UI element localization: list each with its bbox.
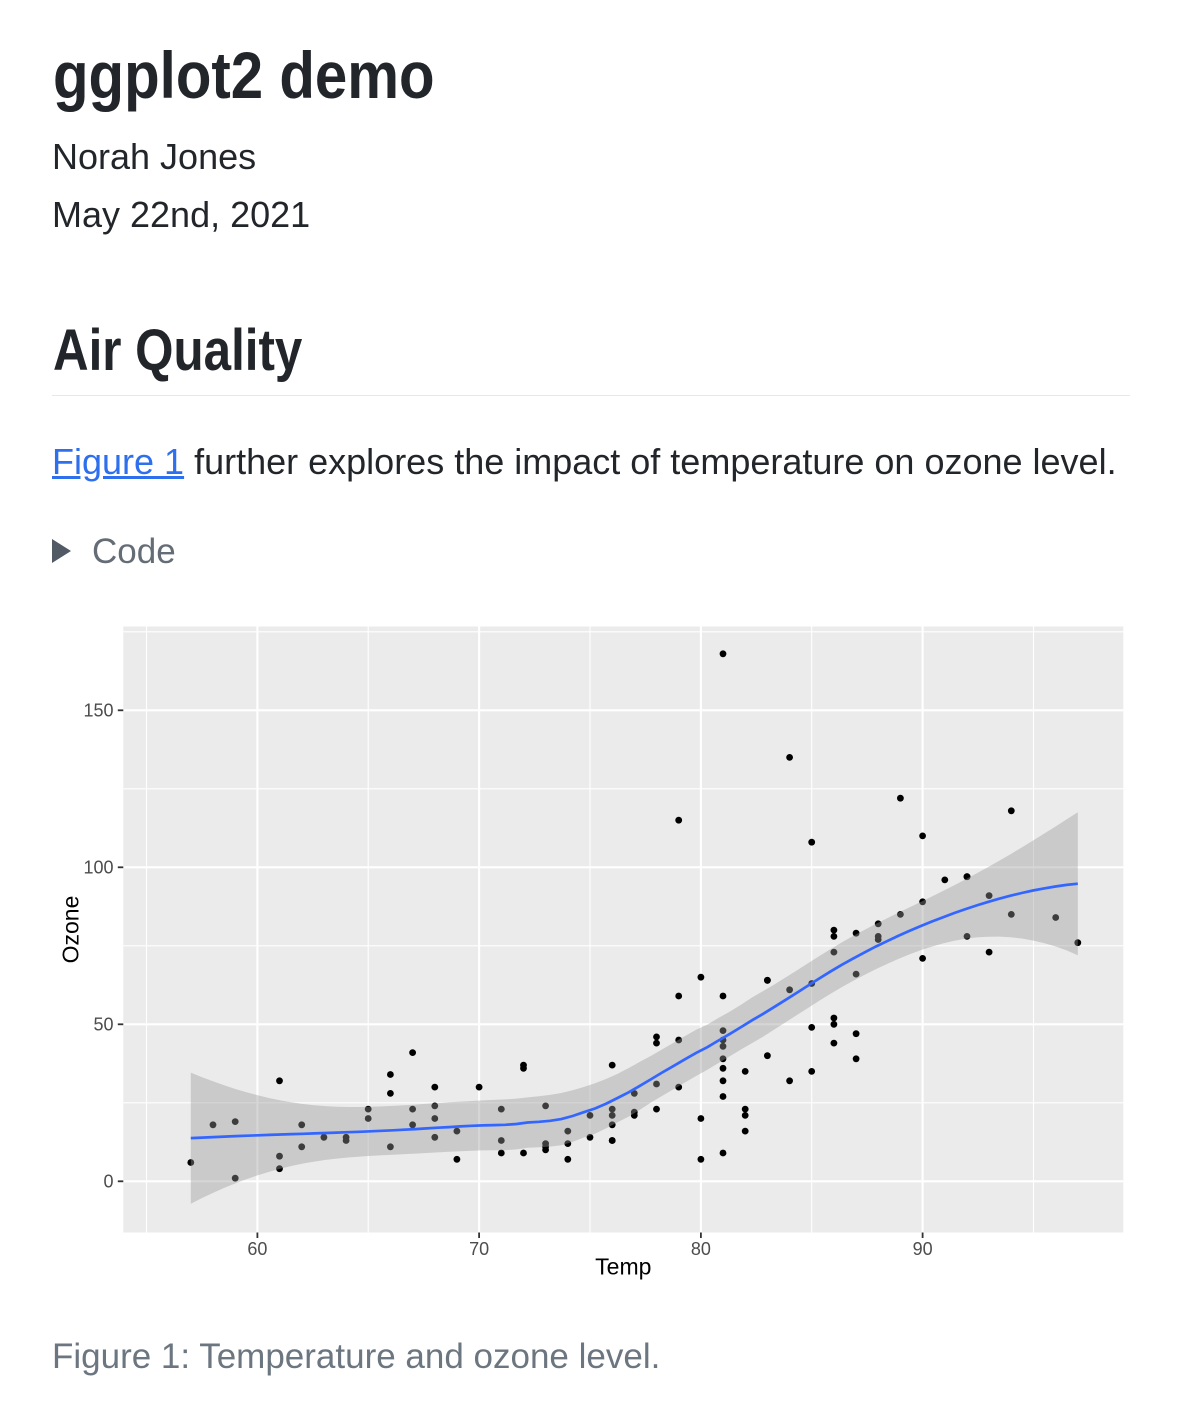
svg-text:Temp: Temp: [595, 1254, 651, 1280]
svg-text:50: 50: [93, 1015, 113, 1035]
svg-text:70: 70: [469, 1239, 489, 1259]
svg-text:100: 100: [83, 858, 113, 878]
svg-text:150: 150: [83, 701, 113, 721]
svg-text:0: 0: [103, 1172, 113, 1192]
svg-text:80: 80: [691, 1239, 711, 1259]
svg-text:60: 60: [247, 1239, 267, 1259]
svg-text:Ozone: Ozone: [58, 896, 84, 964]
svg-text:90: 90: [913, 1239, 933, 1259]
